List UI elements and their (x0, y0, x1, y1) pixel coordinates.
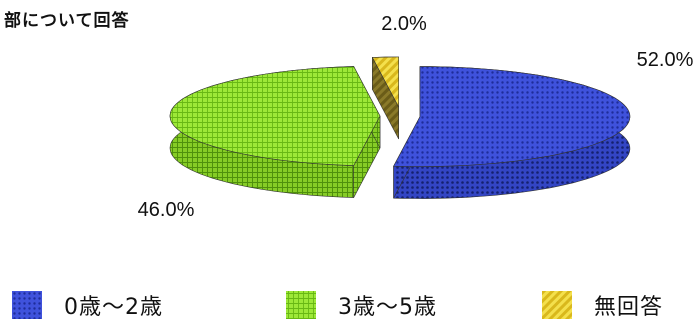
legend-label: 無回答 (594, 295, 664, 320)
legend-swatch-yellow (542, 291, 572, 319)
slice-top (393, 66, 631, 167)
slice-top (371, 56, 399, 108)
legend-item-0-2: 0歳～2歳 (12, 288, 163, 322)
slice-3-5 (169, 66, 381, 198)
slice-no-answer (371, 56, 399, 140)
legend-swatch-blue (12, 291, 42, 319)
legend-swatch-green (286, 291, 316, 319)
slice-top (169, 66, 381, 166)
legend-item-3-5: 3歳～5歳 (286, 288, 437, 322)
data-label-slice-no-answer: 2.0% (381, 13, 427, 35)
data-label-slice-0-2: 52.0% (637, 49, 694, 71)
chart-legend: 0歳～2歳 3歳～5歳 無回答 (0, 288, 696, 322)
legend-item-no-answer: 無回答 (542, 288, 663, 322)
pie-chart: 52.0% 46.0% 2.0% (138, 13, 694, 221)
slice-0-2 (393, 66, 631, 199)
data-label-slice-3-5: 46.0% (138, 199, 195, 221)
legend-label: 3歳～5歳 (338, 295, 437, 320)
legend-label: 0歳～2歳 (64, 295, 163, 320)
chart-title: 部について回答 (4, 11, 130, 31)
